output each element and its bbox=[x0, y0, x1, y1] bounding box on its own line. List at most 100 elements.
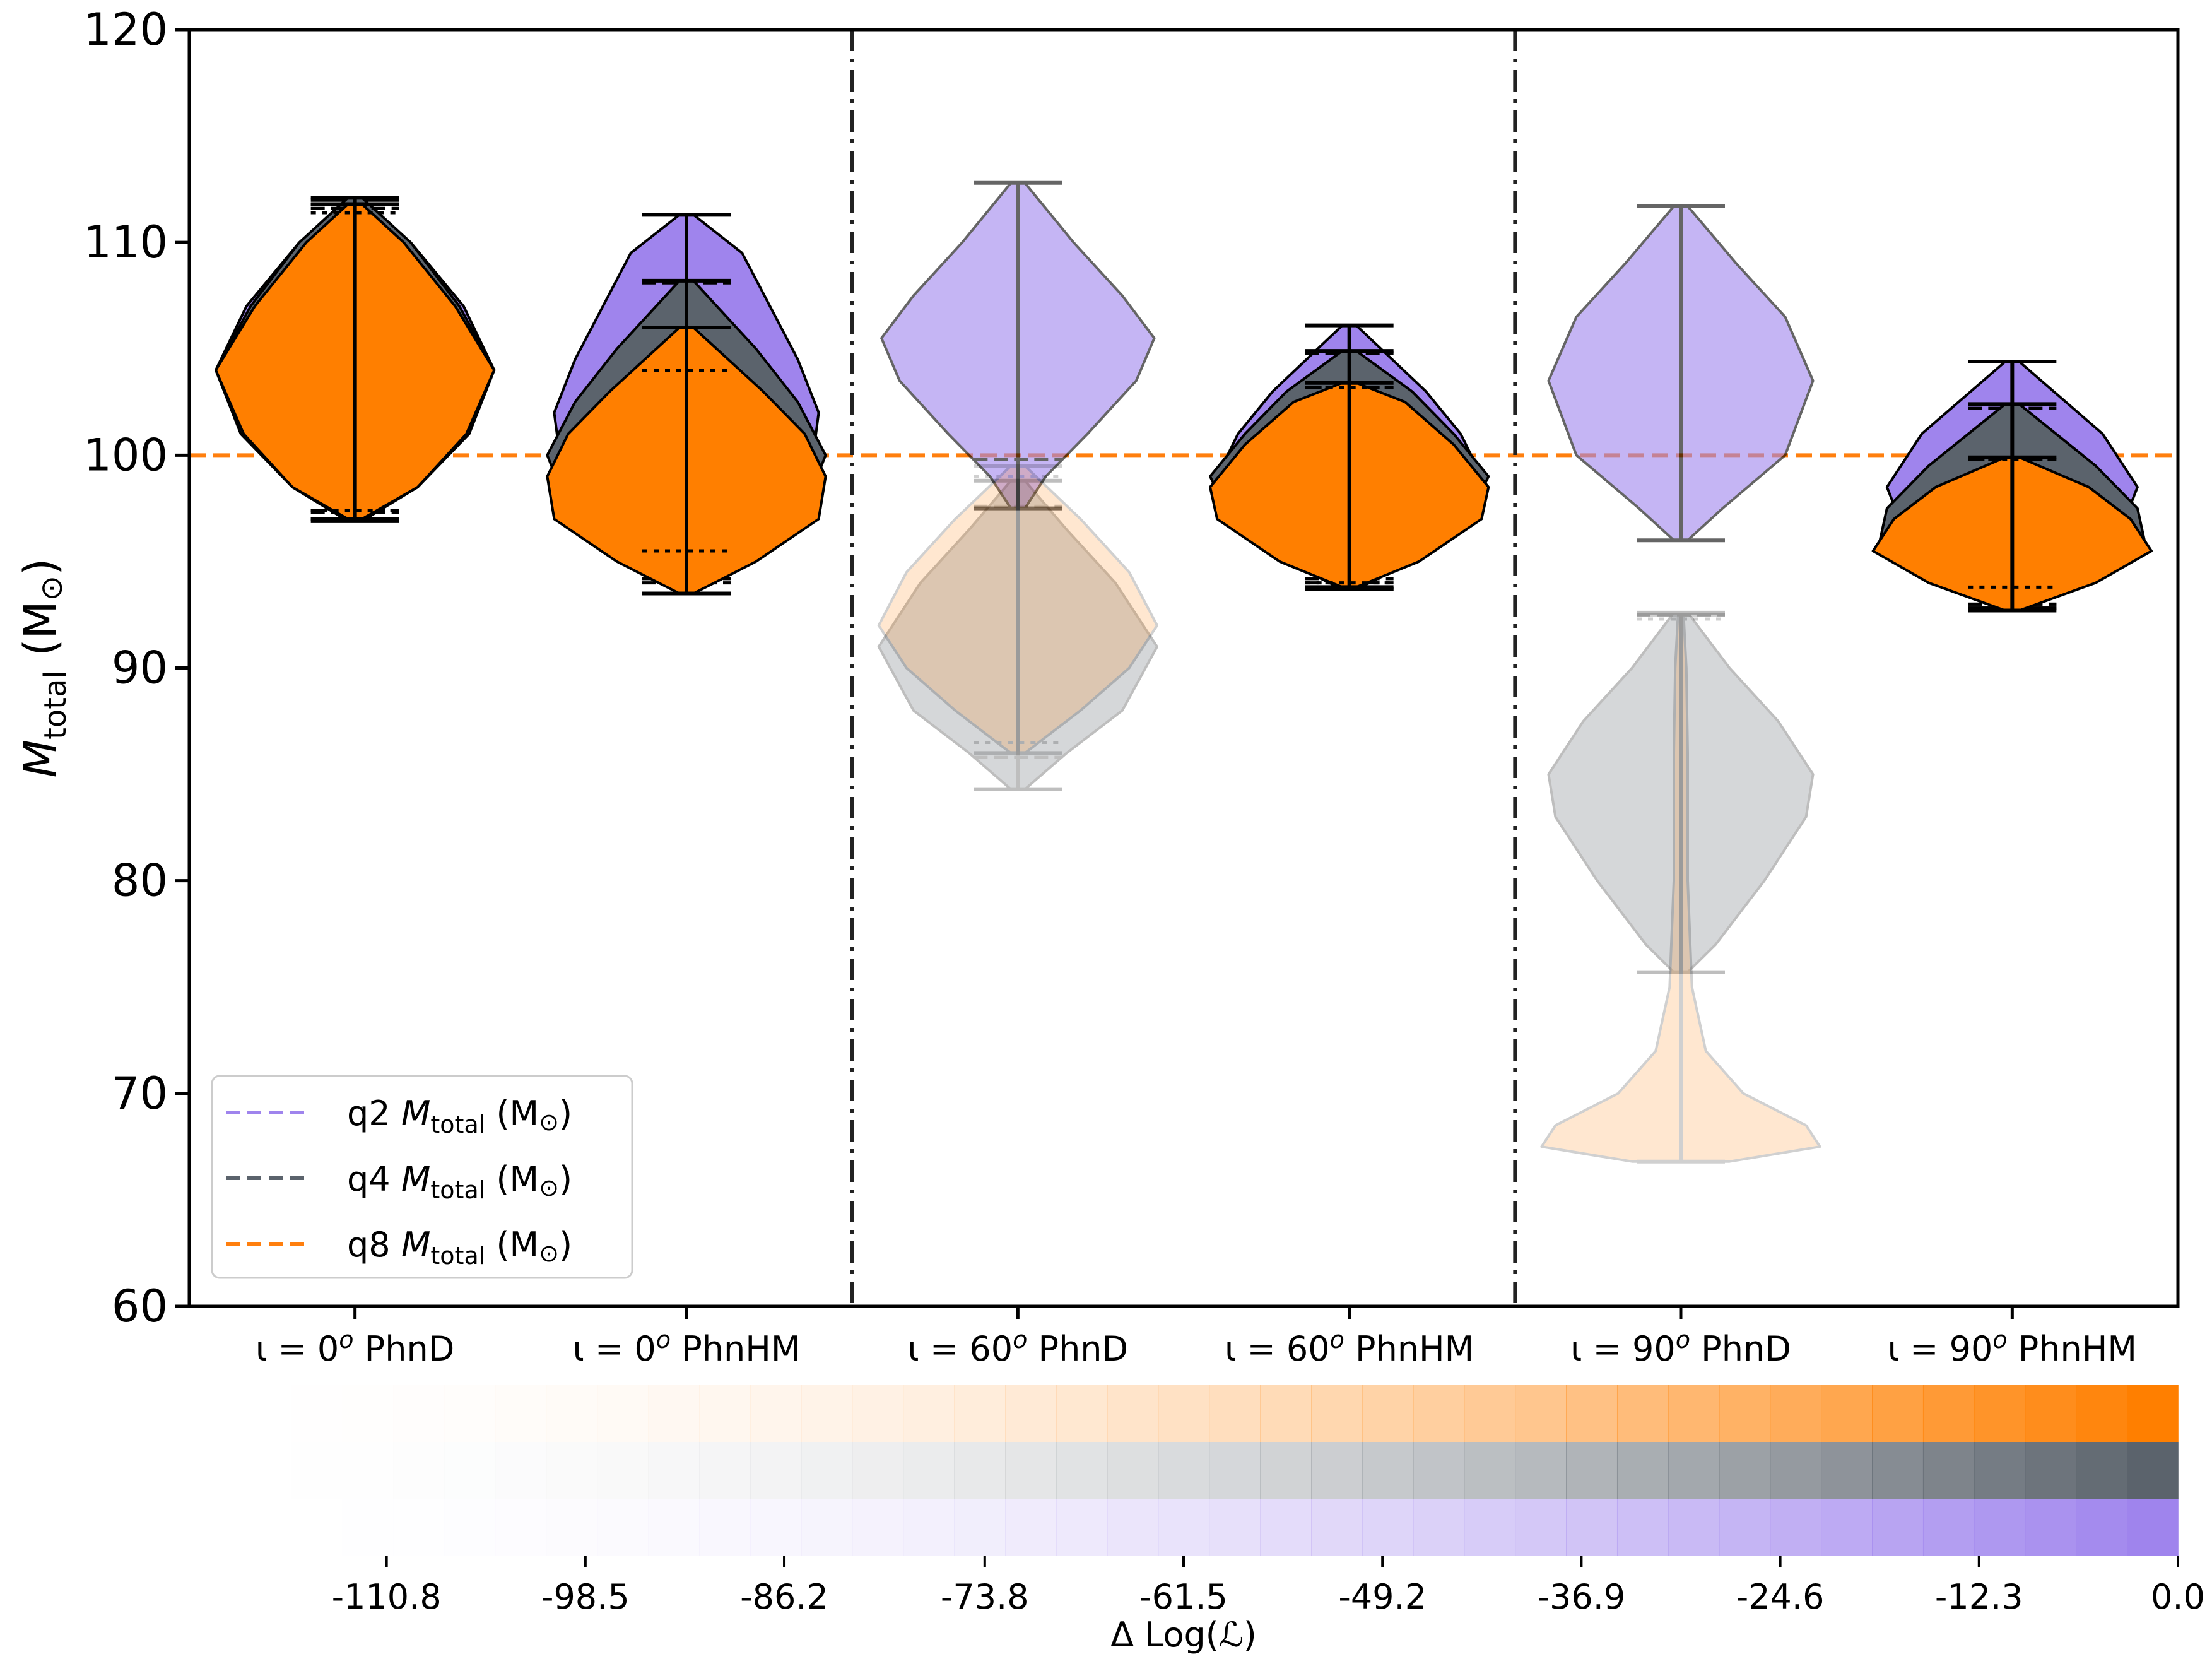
violin-body bbox=[1540, 613, 1821, 1163]
colorbar-cell bbox=[1974, 1385, 2026, 1442]
y-axis-title: Mtotal (M⊙) bbox=[15, 558, 73, 778]
colorbar-cell bbox=[1209, 1499, 1261, 1556]
colorbar-cell bbox=[903, 1442, 955, 1499]
colorbar-tick-label: -98.5 bbox=[541, 1577, 630, 1617]
colorbar-cell bbox=[1464, 1442, 1516, 1499]
violin-q8-pos2 bbox=[546, 326, 827, 596]
colorbar-cell bbox=[1719, 1442, 1771, 1499]
colorbar-cell bbox=[852, 1385, 904, 1442]
colorbar-cell bbox=[1515, 1442, 1567, 1499]
violin-q8-pos6 bbox=[1871, 455, 2153, 613]
legend-label-q2: q2 Mtotal (M⊙) bbox=[347, 1094, 572, 1138]
colorbar-cell bbox=[1821, 1385, 1873, 1442]
colorbar-cell bbox=[903, 1499, 955, 1556]
colorbar-cell bbox=[1362, 1442, 1414, 1499]
colorbar-cell bbox=[903, 1385, 955, 1442]
violin-q8-pos4 bbox=[1209, 381, 1490, 589]
colorbar-cell bbox=[1974, 1442, 2026, 1499]
colorbar-cell bbox=[2076, 1442, 2127, 1499]
colorbar-cell bbox=[1770, 1442, 1822, 1499]
colorbar-cell bbox=[699, 1442, 751, 1499]
colorbar-cell bbox=[393, 1499, 445, 1556]
violin-q4-pos3 bbox=[877, 478, 1158, 791]
y-tick-label: 120 bbox=[83, 4, 168, 56]
colorbar-cell bbox=[1260, 1442, 1312, 1499]
x-tick-label: ι = 0o PhnHM bbox=[573, 1326, 801, 1369]
colorbar-cell bbox=[546, 1385, 598, 1442]
colorbar-cell bbox=[342, 1385, 394, 1442]
colorbar-cell bbox=[1311, 1499, 1363, 1556]
colorbar-cell bbox=[1616, 1385, 1669, 1442]
violin-q8-pos5 bbox=[1540, 613, 1821, 1164]
colorbar-cell bbox=[648, 1499, 700, 1556]
colorbar-cell bbox=[1515, 1385, 1567, 1442]
colorbar-cell bbox=[648, 1442, 700, 1499]
x-tick-label: ι = 90o PhnHM bbox=[1888, 1326, 2137, 1369]
violin-q8-pos3 bbox=[877, 464, 1158, 755]
colorbar-cell bbox=[597, 1385, 649, 1442]
colorbar-cell bbox=[2076, 1499, 2127, 1556]
colorbar-cell bbox=[546, 1442, 598, 1499]
colorbar-cell bbox=[495, 1385, 547, 1442]
colorbar-cell bbox=[1821, 1499, 1873, 1556]
colorbar-cell bbox=[240, 1442, 292, 1499]
y-tick-label: 100 bbox=[83, 429, 168, 481]
colorbar-row-q4 bbox=[240, 1442, 2179, 1499]
colorbar-cell bbox=[1616, 1442, 1669, 1499]
colorbar-cell bbox=[546, 1499, 598, 1556]
colorbar-cell bbox=[1260, 1499, 1312, 1556]
violin-q8-pos1 bbox=[215, 202, 496, 521]
y-tick-label: 80 bbox=[112, 855, 168, 907]
colorbar-cell bbox=[597, 1442, 649, 1499]
colorbar-cell bbox=[699, 1385, 751, 1442]
colorbar-cell bbox=[1158, 1499, 1210, 1556]
x-tick-label: ι = 60o PhnD bbox=[908, 1326, 1129, 1369]
violin-body bbox=[877, 464, 1158, 755]
colorbar-cell bbox=[1668, 1385, 1720, 1442]
colorbar-cell bbox=[2127, 1499, 2179, 1556]
colorbar-cell bbox=[1821, 1442, 1873, 1499]
legend-box bbox=[211, 1075, 633, 1279]
colorbar-cell bbox=[1464, 1385, 1516, 1442]
colorbar-cell bbox=[750, 1499, 802, 1556]
colorbar-cell bbox=[342, 1499, 394, 1556]
colorbar-cell bbox=[1922, 1385, 1975, 1442]
colorbar-cell bbox=[1362, 1385, 1414, 1442]
colorbar-cell bbox=[852, 1442, 904, 1499]
colorbar-cell bbox=[2025, 1385, 2077, 1442]
colorbar-cell bbox=[1922, 1499, 1975, 1556]
y-tick-label: 70 bbox=[112, 1068, 168, 1119]
x-tick-label: ι = 90o PhnD bbox=[1570, 1326, 1791, 1369]
colorbar-cell bbox=[1005, 1499, 1057, 1556]
colorbar-cell bbox=[495, 1442, 547, 1499]
colorbar-tick-label: -36.9 bbox=[1538, 1577, 1626, 1617]
colorbar-cell bbox=[1872, 1385, 1924, 1442]
colorbar-cell bbox=[444, 1442, 496, 1499]
colorbar: -110.8 -98.5 -86.2 -73.8 -61.5 -49.2 -36.9 -24.… bbox=[189, 1385, 2205, 1655]
colorbar-cell bbox=[1668, 1499, 1720, 1556]
colorbar-cell bbox=[1770, 1385, 1822, 1442]
colorbar-cell bbox=[1922, 1442, 1975, 1499]
plot-area bbox=[189, 30, 2178, 1306]
colorbar-cell bbox=[1464, 1499, 1516, 1556]
legend-label-q4: q4 Mtotal (M⊙) bbox=[347, 1159, 572, 1204]
colorbar-cell bbox=[1005, 1385, 1057, 1442]
colorbar-cell bbox=[1872, 1442, 1924, 1499]
colorbar-cell bbox=[240, 1385, 292, 1442]
colorbar-cell bbox=[2025, 1499, 2077, 1556]
colorbar-cell bbox=[954, 1385, 1006, 1442]
violin-q2-pos3 bbox=[880, 180, 1156, 511]
colorbar-cell bbox=[189, 1499, 241, 1556]
colorbar-cell bbox=[1107, 1499, 1159, 1556]
colorbar-cell bbox=[1566, 1385, 1618, 1442]
colorbar-tick-label: -12.3 bbox=[1935, 1577, 2023, 1617]
colorbar-cell bbox=[801, 1499, 853, 1556]
colorbar-cell bbox=[801, 1385, 853, 1442]
colorbar-cell bbox=[648, 1385, 700, 1442]
colorbar-cell bbox=[1107, 1442, 1159, 1499]
colorbar-cell bbox=[1719, 1385, 1771, 1442]
colorbar-cell bbox=[189, 1385, 241, 1442]
colorbar-tick-label: 0.0 bbox=[2151, 1577, 2205, 1617]
violin-q2-pos5 bbox=[1547, 204, 1815, 543]
